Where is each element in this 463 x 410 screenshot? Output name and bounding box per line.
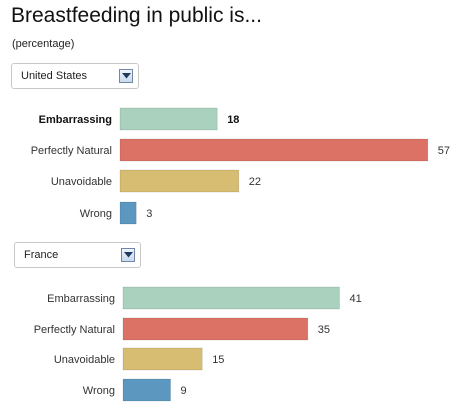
dropdown-arrow-icon[interactable] bbox=[121, 248, 135, 262]
value-label-wrong: 3 bbox=[146, 208, 152, 220]
bar-chart-us: Embarrassing 18 Perfectly Natural 57 Unavoid… bbox=[31, 107, 450, 225]
category-label-embarrassing: Embarrassing bbox=[39, 114, 112, 126]
value-label-wrong: 9 bbox=[181, 385, 187, 397]
value-label-perfectly-natural: 35 bbox=[318, 324, 330, 336]
category-label-embarrassing: Embarrassing bbox=[47, 293, 115, 305]
bar-unavoidable bbox=[122, 347, 203, 371]
bar-embarrassing bbox=[119, 107, 218, 131]
category-label-wrong: Wrong bbox=[80, 208, 112, 220]
category-label-unavoidable: Unavoidable bbox=[51, 176, 112, 188]
bar-wrong bbox=[119, 201, 137, 225]
bar-chart-fr: Embarrassing 41 Perfectly Natural 35 Unavoid… bbox=[34, 286, 362, 402]
bar-embarrassing bbox=[122, 286, 340, 310]
value-label-unavoidable: 22 bbox=[249, 176, 261, 188]
bar-unavoidable bbox=[119, 169, 240, 193]
category-label-unavoidable: Unavoidable bbox=[54, 354, 115, 366]
value-label-embarrassing: 41 bbox=[349, 293, 361, 305]
category-label-perfectly-natural: Perfectly Natural bbox=[31, 145, 112, 157]
dropdown-arrow-icon[interactable] bbox=[119, 69, 133, 83]
bar-perfectly-natural bbox=[122, 317, 309, 341]
value-label-unavoidable: 15 bbox=[212, 354, 224, 366]
value-label-perfectly-natural: 57 bbox=[438, 145, 450, 157]
country-select-2-value: France bbox=[24, 249, 59, 261]
bar-wrong bbox=[122, 378, 171, 402]
country-select-1-value: United States bbox=[21, 70, 88, 82]
category-label-wrong: Wrong bbox=[83, 385, 115, 397]
value-label-embarrassing: 18 bbox=[227, 114, 239, 126]
chart-subtitle: (percentage) bbox=[12, 38, 75, 50]
chart-title: Breastfeeding in public is... bbox=[11, 4, 262, 27]
country-select-1[interactable]: United States bbox=[11, 63, 139, 89]
category-label-perfectly-natural: Perfectly Natural bbox=[34, 324, 115, 336]
bar-perfectly-natural bbox=[119, 138, 429, 162]
country-select-2[interactable]: France bbox=[14, 242, 141, 268]
